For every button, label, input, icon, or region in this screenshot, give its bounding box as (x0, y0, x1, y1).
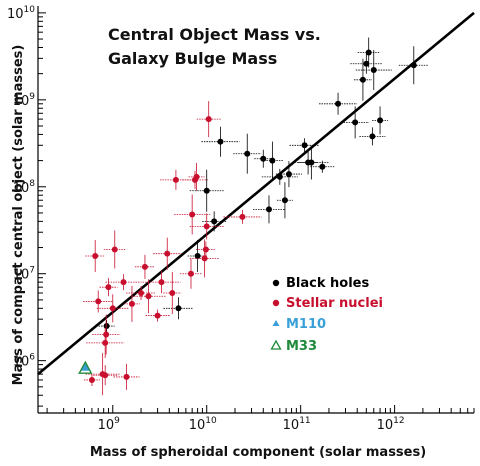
y-tick-label: 108 (13, 179, 36, 196)
stellar-nucleus-point (189, 211, 196, 218)
black-hole-point (276, 173, 283, 180)
black-hole-point (410, 62, 417, 69)
stellar-nucleus-point (205, 116, 212, 123)
legend-item: Black holes (272, 276, 369, 291)
chart-title-line-1: Central Object Mass vs. (108, 25, 321, 44)
black-hole-point (301, 142, 308, 149)
stellar-nucleus-point (169, 290, 176, 297)
stellar-nucleus-point (154, 312, 161, 319)
stellar-nucleus-point (111, 246, 118, 253)
black-hole-point (359, 76, 366, 83)
stellar-nucleus-point (128, 300, 135, 307)
black-hole-point (285, 171, 292, 178)
stellar-nucleus-point (102, 372, 109, 379)
stellar-nucleus-point (88, 376, 95, 383)
black-hole-point (365, 49, 372, 56)
legend-item: Stellar nuclei (272, 296, 383, 311)
black-hole-point (308, 159, 315, 166)
stellar-nucleus-point (193, 173, 200, 180)
stellar-nucleus-point (201, 255, 208, 262)
regression-line (37, 11, 475, 376)
y-tick-label: 106 (13, 353, 36, 370)
fit-line-layer (37, 11, 475, 376)
x-tick-label: 1012 (377, 416, 405, 433)
black-hole-point (377, 117, 384, 124)
legend-label: Black holes (286, 276, 369, 291)
black-hole-point (175, 305, 182, 312)
stellar-nucleus-point (138, 290, 145, 297)
legend-label: Stellar nuclei (286, 296, 383, 311)
y-tick-label: 109 (13, 92, 36, 109)
black-hole-point (269, 157, 276, 164)
stellar-nucleus-point (145, 293, 152, 300)
black-hole-point (352, 119, 359, 126)
stellar-nucleus-point (172, 176, 179, 183)
black-hole-point (194, 252, 201, 259)
stellar-nucleus-point (95, 298, 102, 305)
stellar-nucleus-point (141, 263, 148, 270)
black-hole-point (281, 197, 288, 204)
black-hole-point (103, 323, 110, 330)
legend-dot-icon (272, 279, 280, 287)
x-tick-label: 1010 (189, 416, 217, 433)
stellar-nucleus-point (92, 252, 99, 259)
axis-ticks: 109 1010 1011 1012 106 107 108 109 1010 (7, 5, 475, 433)
y-tick-label: 1010 (7, 5, 35, 22)
chart-legend: Black holes Stellar nuclei M110 M33 (270, 276, 383, 354)
y-tick-label: 107 (13, 266, 35, 283)
black-hole-point (319, 163, 326, 170)
black-hole-point (211, 218, 218, 225)
black-hole-point (244, 150, 251, 157)
legend-item: M33 (270, 339, 317, 354)
x-tick-label: 1011 (283, 416, 311, 433)
stellar-nucleus-point (120, 279, 127, 286)
stellar-nucleus-point (123, 373, 130, 380)
legend-triangle-outline-icon (270, 339, 282, 350)
stellar-nucleus-point (187, 270, 194, 277)
stellar-nucleus-point (164, 250, 171, 257)
stellar-nucleus-point (109, 305, 116, 312)
legend-triangle-icon (272, 320, 280, 326)
legend-dot-icon (272, 299, 280, 307)
black-hole-point (369, 133, 376, 140)
m110-point (80, 361, 91, 371)
stellar-nucleus-point (202, 246, 209, 253)
black-hole-point (217, 138, 224, 145)
black-hole-point (335, 100, 342, 107)
black-hole-point (265, 206, 272, 213)
x-tick-label: 109 (98, 416, 121, 433)
legend-label: M33 (286, 339, 317, 354)
stellar-nucleus-point (158, 279, 165, 286)
x-axis-label: Mass of spheroidal component (solar mass… (90, 445, 426, 460)
stellar-nucleus-point (239, 213, 246, 220)
black-hole-point (363, 60, 370, 67)
stellar-nucleus-point (102, 339, 109, 346)
stellar-nucleus-point (203, 223, 210, 230)
m33-point (78, 360, 93, 374)
legend-label: M110 (286, 317, 326, 332)
stellar-nucleus-point (105, 284, 112, 291)
legend-item: M110 (272, 317, 326, 332)
stellar-nucleus-point (103, 331, 110, 338)
black-hole-point (203, 187, 210, 194)
y-axis-label: Mass of compact central object (solar ma… (11, 45, 26, 386)
black-hole-point (370, 67, 377, 74)
data-points-layer (78, 37, 429, 396)
chart-title-line-2: Galaxy Bulge Mass (108, 49, 277, 68)
